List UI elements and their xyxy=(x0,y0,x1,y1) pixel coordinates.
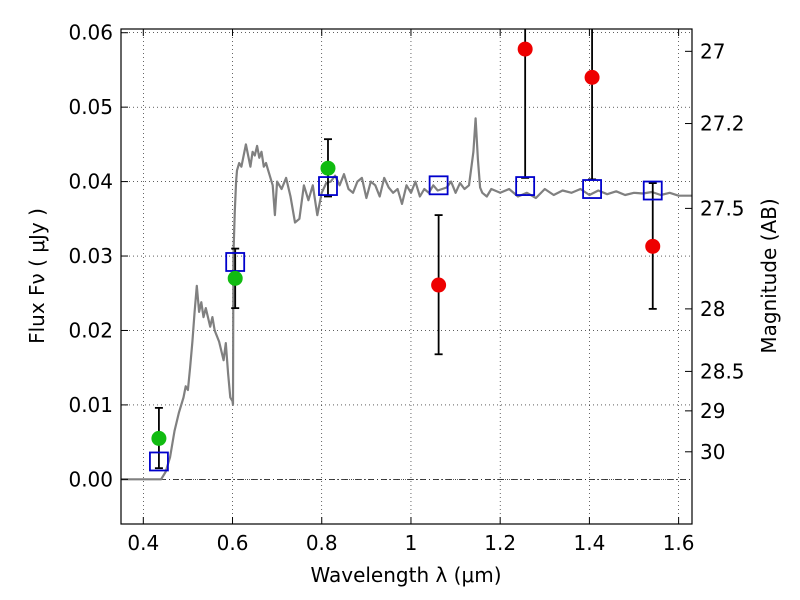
x-tick-label: 1.4 xyxy=(573,531,605,555)
observed-flux-point xyxy=(151,430,167,446)
axis-ticks xyxy=(121,29,692,524)
y-tick-label: 0.02 xyxy=(68,318,113,342)
right-tick-label: 27 xyxy=(700,39,725,63)
right-tick-label: 28.5 xyxy=(700,359,745,383)
x-tick-label: 0.4 xyxy=(127,531,159,555)
grid-lines xyxy=(121,29,692,524)
y-tick-label: 0.06 xyxy=(68,21,113,45)
y-tick-label: 0.01 xyxy=(68,393,113,417)
right-tick-label: 27.5 xyxy=(700,196,745,220)
observed-flux-point xyxy=(584,69,600,85)
model-flux-square xyxy=(515,176,536,196)
y-tick-label: 0.04 xyxy=(68,170,113,194)
y-tick-labels: 0.00 0.01 0.02 0.03 0.04 0.05 0.06 xyxy=(68,21,113,492)
y-axis-label-right: Magnitude (AB) xyxy=(757,198,781,353)
observed-flux-point xyxy=(645,238,661,254)
model-flux-square xyxy=(149,451,169,472)
right-tick-label: 29 xyxy=(700,399,725,423)
x-tick-labels: 0.4 0.6 0.8 1 1.2 1.4 1.6 xyxy=(127,531,694,555)
x-tick-label: 0.8 xyxy=(306,531,338,555)
model-flux-square xyxy=(582,179,602,199)
y-axis-label-left: Flux Fν ( μJy ) xyxy=(25,208,49,344)
y-tick-label: 0.00 xyxy=(68,467,113,491)
x-axis-label: Wavelength λ (μm) xyxy=(310,563,501,587)
plot-frame xyxy=(120,28,693,525)
model-flux-square xyxy=(428,175,449,196)
data-markers xyxy=(149,41,663,472)
y-tick-label: 0.03 xyxy=(68,244,113,268)
x-tick-label: 0.6 xyxy=(217,531,249,555)
right-tick-labels: 27 27.2 27.5 28 28.5 29 30 xyxy=(700,39,745,463)
right-tick-label: 27.2 xyxy=(700,112,745,136)
model-flux-square xyxy=(318,176,338,196)
observed-flux-point xyxy=(431,277,447,293)
y-tick-label: 0.05 xyxy=(68,95,113,119)
observed-flux-point xyxy=(517,41,533,57)
x-tick-label: 1 xyxy=(405,531,418,555)
x-tick-label: 1.2 xyxy=(484,531,516,555)
observed-flux-point xyxy=(227,270,243,286)
model-flux-square xyxy=(642,180,663,201)
right-tick-label: 28 xyxy=(700,297,725,321)
x-tick-label: 1.6 xyxy=(663,531,695,555)
model-spectrum-line xyxy=(121,117,692,481)
observed-flux-point xyxy=(320,160,336,176)
right-tick-label: 30 xyxy=(700,440,725,464)
